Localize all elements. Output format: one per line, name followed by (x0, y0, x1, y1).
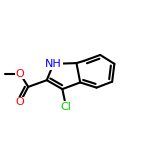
Text: O: O (16, 98, 24, 108)
Text: O: O (16, 69, 24, 78)
Text: Cl: Cl (61, 102, 72, 112)
Text: NH: NH (45, 59, 62, 69)
